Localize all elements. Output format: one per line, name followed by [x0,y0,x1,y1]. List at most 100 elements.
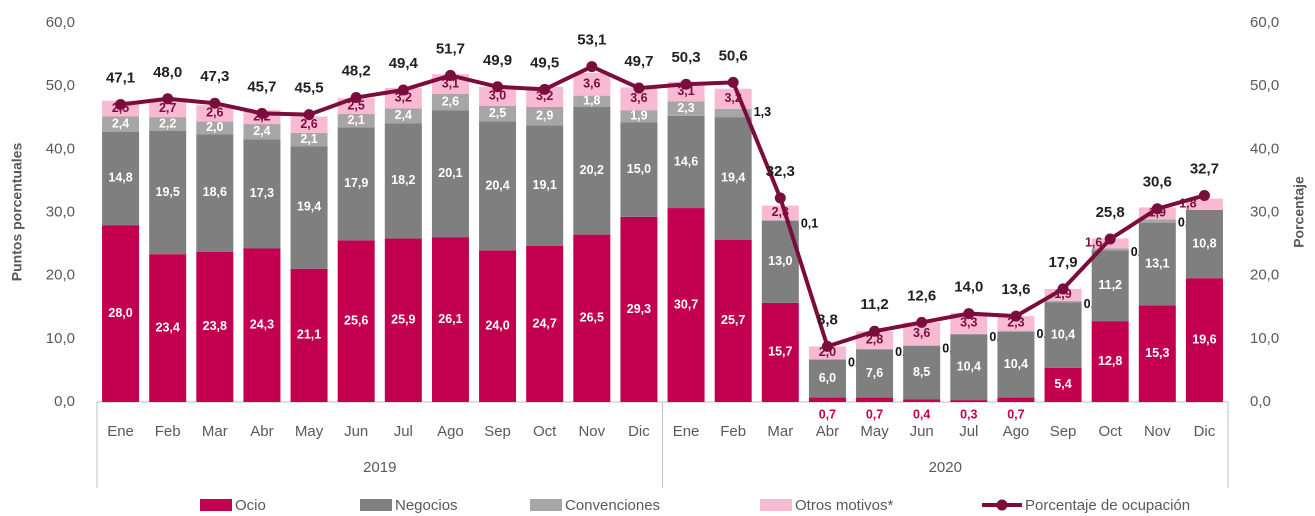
line-value-label: 48,0 [153,64,182,81]
value-label: 19,5 [156,185,180,199]
y2-tick-label: 0,0 [1250,393,1271,410]
x-tick-label: Feb [155,423,181,440]
value-label: 2,7 [159,101,176,115]
bar-segment [290,146,328,269]
line-marker [256,107,268,119]
legend-swatch [360,499,392,511]
bar-segment [950,312,988,334]
value-label: 1,9 [630,108,647,122]
value-label: 6,0 [819,371,836,385]
bar-segment [337,240,375,402]
value-label: 14,8 [108,171,132,185]
y2-tick-label: 50,0 [1250,77,1279,94]
value-label: 25,9 [391,312,415,326]
bar-segment [1044,367,1082,402]
line-marker [162,93,174,105]
bar-segment [950,400,988,402]
value-label: 2,4 [112,116,129,130]
x-tick-label: Nov [578,423,605,440]
value-label: 10,8 [1192,236,1216,250]
line-marker [115,98,127,110]
bar-segment [526,125,564,246]
line-marker [1198,189,1210,201]
bar-segment [384,238,422,402]
value-label: 3,0 [489,89,506,103]
y2-tick-label: 30,0 [1250,203,1279,220]
value-label: 0,3 [960,407,977,421]
value-label: 2,1 [300,132,317,146]
bar-segment [1091,321,1129,402]
value-label: 25,7 [721,313,745,327]
line-marker [586,61,598,73]
value-label: 3,2 [395,90,412,104]
x-tick-label: Dic [1194,423,1216,440]
line-marker [303,109,315,121]
bar-segment [856,397,894,402]
line-value-label: 53,1 [577,32,606,49]
value-label: 10,4 [957,360,981,374]
bar-segment [714,108,752,118]
bar-segment [196,105,234,122]
bar-segment [1138,222,1176,306]
x-tick-label: Ene [107,423,134,440]
legend-label: Otros motivos* [795,497,894,514]
value-label: 2,9 [536,108,553,122]
value-label: 0,7 [866,407,883,421]
bar-segment [573,95,611,108]
value-label: 2,4 [395,108,412,122]
line-marker [492,81,504,93]
x-tick-label: Jun [910,423,934,440]
value-label: 24,7 [533,316,557,330]
line-value-label: 49,7 [624,53,653,70]
y-tick-label: 60,0 [46,14,75,31]
bar-segment [290,268,328,402]
x-tick-label: Mar [202,423,228,440]
x-tick-label: Ago [437,423,464,440]
group-label: 2020 [929,459,962,476]
value-label: 7,6 [866,366,883,380]
line-marker [821,340,833,352]
value-label: 3,6 [630,91,647,105]
value-label: 0,4 [913,407,930,421]
value-label: 1,8 [583,94,600,108]
y-tick-label: 10,0 [46,330,75,347]
y2-tick-label: 10,0 [1250,330,1279,347]
line-marker [727,76,739,88]
bar-segment [950,333,988,335]
y-tick-label: 40,0 [46,140,75,157]
line-series [120,64,1205,349]
value-label: 15,3 [1145,346,1169,360]
line-value-label: 45,5 [294,80,323,97]
bar-segment [573,234,611,402]
line-marker [1057,283,1069,295]
line-value-label: 17,9 [1048,254,1077,271]
y2-axis-label: Porcentaje [1291,176,1307,248]
bar-segment [149,131,187,255]
bar-segment [1138,219,1176,223]
x-tick-label: Abr [250,423,273,440]
bar-segment [997,316,1035,331]
bar-segment [431,110,469,238]
value-label: 29,3 [627,302,651,316]
bar-segment [526,245,564,402]
x-tick-label: Dic [628,423,650,440]
line-marker [1104,233,1116,245]
line-value-label: 50,6 [719,47,748,64]
y-tick-label: 20,0 [46,267,75,284]
line-value-label: 14,0 [954,279,983,296]
line-marker [397,84,409,96]
x-tick-label: May [860,423,889,440]
x-tick-label: Ago [1003,423,1030,440]
y2-tick-label: 40,0 [1250,140,1279,157]
y-tick-label: 30,0 [46,203,75,220]
bar-segment [903,345,941,400]
value-label: 19,4 [297,200,321,214]
bar-segment [950,334,988,401]
line-marker [1151,203,1163,215]
value-label: 23,4 [156,320,180,334]
value-label: 2,0 [206,120,223,134]
bar-segment [290,132,328,147]
bar-segment [808,397,846,402]
value-label: 3,3 [960,316,977,330]
